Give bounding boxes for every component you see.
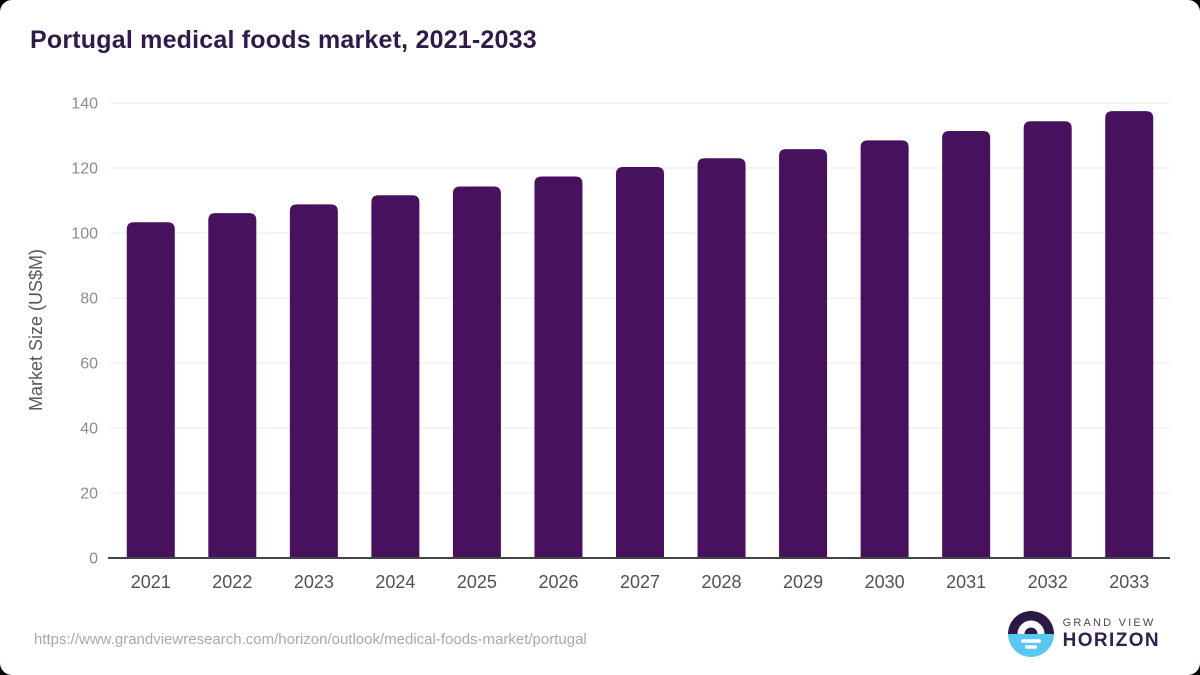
y-tick-label-60: 60: [80, 356, 98, 373]
x-tick-label-2033: 2033: [1109, 572, 1149, 592]
y-tick-label-140: 140: [71, 96, 98, 113]
x-tick-label-2029: 2029: [783, 572, 823, 592]
y-tick-label-40: 40: [80, 421, 98, 438]
x-tick-label-2021: 2021: [131, 572, 171, 592]
x-tick-label-2028: 2028: [702, 572, 742, 592]
source-url: https://www.grandviewresearch.com/horizo…: [34, 631, 587, 648]
x-tick-label-2030: 2030: [865, 572, 905, 592]
bar-2027[interactable]: [616, 167, 664, 558]
y-tick-label-120: 120: [71, 161, 98, 178]
bar-2022[interactable]: [208, 213, 257, 559]
footer: https://www.grandviewresearch.com/horizo…: [0, 605, 1200, 675]
bar-2021[interactable]: [126, 222, 175, 558]
x-tick-label-2022: 2022: [212, 572, 252, 592]
bar-2026[interactable]: [534, 176, 583, 558]
y-tick-label-0: 0: [89, 551, 98, 568]
bar-2029[interactable]: [779, 149, 828, 558]
x-tick-label-2032: 2032: [1028, 572, 1068, 592]
x-tick-label-2025: 2025: [457, 572, 497, 592]
logo-line1: GRAND VIEW: [1062, 616, 1156, 629]
x-tick-label-2031: 2031: [946, 572, 986, 592]
bar-2028[interactable]: [697, 158, 746, 558]
y-tick-label-80: 80: [80, 291, 98, 308]
grand-view-horizon-logo: GRAND VIEW HORIZON: [1007, 611, 1160, 657]
bar-2024[interactable]: [371, 195, 420, 559]
chart-title: Portugal medical foods market, 2021-2033: [30, 26, 537, 54]
bar-2030[interactable]: [860, 140, 909, 558]
bar-2025[interactable]: [452, 186, 501, 558]
y-tick-label-20: 20: [80, 486, 98, 503]
x-tick-label-2026: 2026: [538, 572, 578, 592]
logo-text: GRAND VIEW HORIZON: [1063, 617, 1160, 652]
bar-2031[interactable]: [942, 130, 991, 558]
logo-line2: HORIZON: [1062, 629, 1160, 651]
y-tick-label-100: 100: [71, 226, 98, 243]
x-tick-label-2024: 2024: [375, 572, 415, 592]
x-tick-label-2023: 2023: [294, 572, 334, 592]
bar-2023[interactable]: [289, 204, 338, 558]
horizon-sun-icon: [1007, 611, 1054, 657]
bar-2033[interactable]: [1105, 111, 1154, 558]
x-tick-label-2027: 2027: [620, 572, 660, 592]
bar-2032[interactable]: [1023, 121, 1072, 558]
